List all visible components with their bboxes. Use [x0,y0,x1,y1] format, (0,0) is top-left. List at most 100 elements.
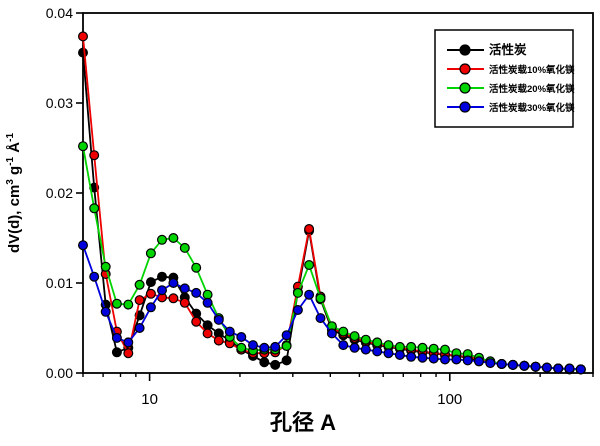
data-point [100,261,111,272]
data-point [462,355,473,366]
data-point [394,341,405,352]
data-point [360,344,371,355]
data-point [372,346,383,357]
data-point [213,335,224,346]
data-point [428,343,439,354]
data-point [236,332,247,343]
data-point [553,363,564,374]
data-point [270,341,281,352]
data-point [134,295,145,306]
data-point [145,277,156,288]
data-point [89,150,100,161]
data-point [338,340,349,351]
data-point [202,297,213,308]
legend-marker [459,82,471,94]
data-point [338,326,349,337]
data-point [157,234,168,245]
data-point [111,298,122,309]
data-point [134,323,145,334]
data-point [111,332,122,343]
data-point [123,348,134,359]
data-point [145,302,156,313]
legend-box [434,29,574,128]
legend-label: 活性炭载30%氧化镁 [489,102,575,114]
data-point [564,363,575,374]
data-point [383,348,394,359]
data-point [213,314,224,325]
data-point [236,342,247,353]
data-point [77,141,88,152]
y-tick-label: 0.04 [46,5,73,21]
data-point [428,353,439,364]
data-point [191,262,202,273]
y-tick-label: 0.00 [46,365,73,381]
data-point [179,297,190,308]
data-point [326,328,337,339]
data-point [134,279,145,290]
legend-marker [459,44,471,56]
data-point [304,289,315,300]
data-point [474,356,485,367]
data-point [304,260,315,271]
legend-label: 活性炭载10%氧化镁 [489,64,575,76]
data-point [157,271,168,282]
data-point [77,47,88,58]
data-point [315,313,326,324]
data-point [440,344,451,355]
data-point [145,248,156,259]
data-point [304,224,315,235]
data-point [451,354,462,365]
data-point [417,342,428,353]
data-point [157,285,168,296]
legend-marker [459,63,471,75]
data-point [349,331,360,342]
data-point [123,299,134,310]
data-point [224,326,235,337]
data-point [394,350,405,361]
x-axis-title: 孔径 A [270,410,336,435]
data-point [406,341,417,352]
data-point [191,287,202,298]
legend-marker [459,101,471,113]
data-point [281,341,292,352]
data-point [111,347,122,358]
data-point [77,240,88,251]
data-point [100,306,111,317]
data-point [360,334,371,345]
data-point [406,351,417,362]
data-point [485,358,496,369]
y-axis-title: dV(d), cm3 g-1 Å-1 [5,133,23,253]
data-point [168,278,179,289]
data-point [575,364,586,375]
y-tick-label: 0.02 [46,185,73,201]
data-point [281,355,292,366]
data-point [541,362,552,373]
legend-label: 活性炭载20%氧化镁 [489,83,575,95]
data-point [349,342,360,353]
data-point [292,305,303,316]
y-tick-label: 0.01 [46,275,73,291]
data-point [372,337,383,348]
x-tick-label: 100 [437,391,462,408]
data-point [248,340,259,351]
data-point [168,233,179,244]
y-tick-label: 0.03 [46,95,73,111]
data-point [77,31,88,42]
data-point [168,293,179,304]
data-point [507,359,518,370]
x-tick-label: 10 [141,391,158,408]
data-point [417,352,428,363]
data-point [496,359,507,370]
data-point [123,337,134,348]
data-point [383,340,394,351]
data-point [89,271,100,282]
data-point [202,320,213,331]
data-point [440,354,451,365]
data-point [270,359,281,370]
data-point [315,293,326,304]
data-point [292,287,303,298]
data-point [202,289,213,300]
legend-label: 活性炭 [489,42,527,57]
